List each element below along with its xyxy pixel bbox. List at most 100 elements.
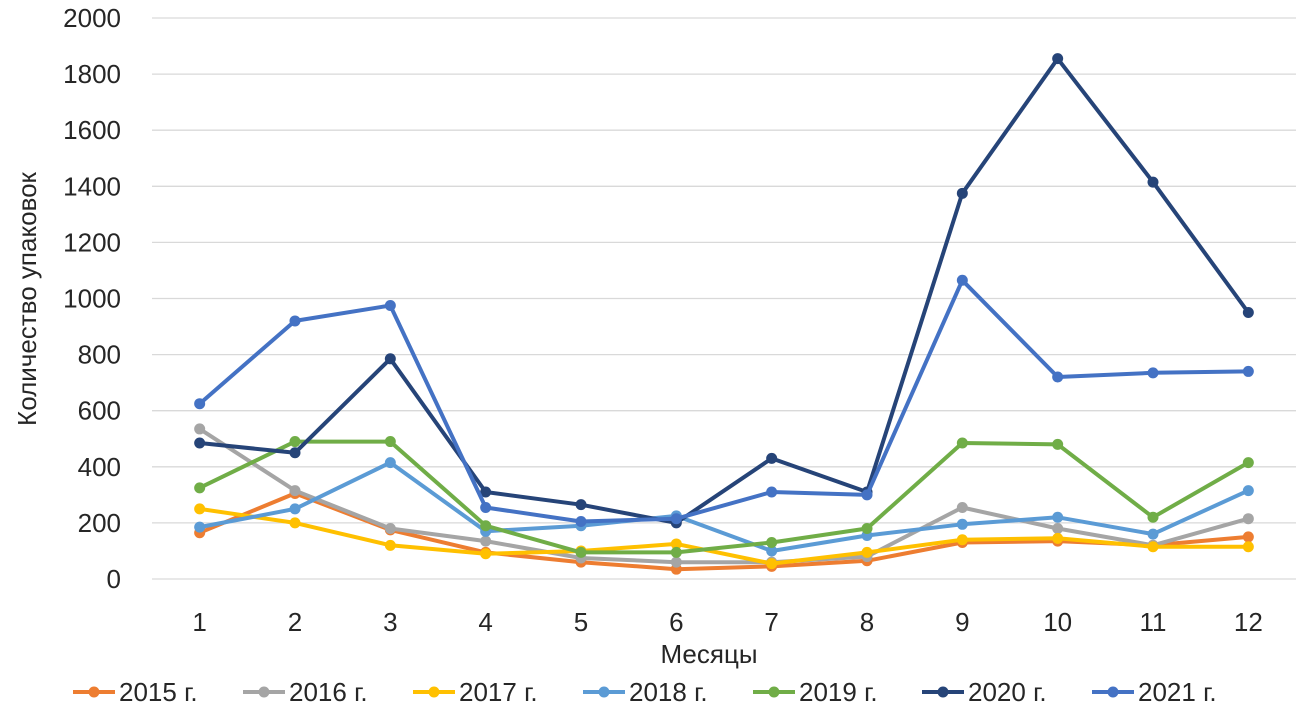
data-point — [194, 423, 206, 435]
series-2021 — [194, 274, 1254, 527]
series-line — [197, 426, 1251, 565]
data-point — [480, 548, 492, 560]
data-point — [1242, 457, 1254, 469]
legend-item: 2017 г. — [413, 677, 538, 707]
legend-item: 2016 г. — [243, 677, 368, 707]
data-point — [1242, 541, 1254, 553]
data-point — [1147, 541, 1159, 553]
data-point — [289, 447, 301, 459]
data-point — [480, 501, 492, 513]
data-point — [575, 515, 587, 527]
data-point — [384, 523, 396, 535]
data-point — [956, 501, 968, 513]
series-2020 — [194, 53, 1254, 529]
x-tick-label: 2 — [288, 607, 302, 637]
data-point — [384, 436, 396, 448]
y-tick-label: 400 — [78, 452, 121, 482]
legend-swatch-marker — [937, 686, 949, 698]
data-point — [1052, 532, 1064, 544]
data-point — [1147, 367, 1159, 379]
data-point — [1052, 371, 1064, 383]
gridlines — [152, 17, 1296, 580]
y-tick-label: 1600 — [63, 115, 121, 145]
data-point — [670, 513, 682, 525]
x-tick-label: 12 — [1234, 607, 1263, 637]
data-point — [861, 546, 873, 558]
series-line — [197, 278, 1251, 524]
legend-swatch-marker — [598, 686, 610, 698]
data-point — [384, 457, 396, 469]
legend-label: 2017 г. — [459, 677, 538, 707]
legend-swatch-marker — [88, 686, 100, 698]
data-point — [194, 482, 206, 494]
y-tick-label: 2000 — [63, 3, 121, 33]
x-tick-label: 4 — [478, 607, 492, 637]
y-tick-label: 800 — [78, 340, 121, 370]
data-point — [1052, 53, 1064, 65]
data-point — [194, 521, 206, 533]
legend-label: 2016 г. — [289, 677, 368, 707]
data-point — [1052, 523, 1064, 535]
data-point — [384, 353, 396, 365]
y-tick-label: 200 — [78, 508, 121, 538]
series-2019 — [194, 436, 1254, 558]
data-point — [956, 187, 968, 199]
data-point — [1242, 365, 1254, 377]
data-point — [194, 437, 206, 449]
legend-label: 2018 г. — [629, 677, 708, 707]
legend-swatch-marker — [768, 686, 780, 698]
data-point — [1242, 531, 1254, 543]
legend-swatch-marker — [1107, 686, 1119, 698]
data-point — [766, 545, 778, 557]
legend-item: 2019 г. — [753, 677, 878, 707]
data-point — [384, 539, 396, 551]
data-point — [1052, 511, 1064, 523]
y-axis-title: Количество упаковок — [12, 171, 42, 425]
y-tick-label: 600 — [78, 396, 121, 426]
x-tick-label: 8 — [860, 607, 874, 637]
data-point — [1052, 438, 1064, 450]
data-point — [289, 485, 301, 497]
data-point — [194, 398, 206, 410]
data-point — [956, 437, 968, 449]
data-point — [670, 546, 682, 558]
legend-label: 2020 г. — [968, 677, 1047, 707]
y-tick-label: 1800 — [63, 59, 121, 89]
data-point — [384, 300, 396, 312]
legend-label: 2021 г. — [1138, 677, 1217, 707]
data-point — [1242, 307, 1254, 319]
data-point — [766, 537, 778, 549]
legend-item: 2020 г. — [922, 677, 1047, 707]
data-point — [480, 486, 492, 498]
x-axis-title: Месяцы — [660, 639, 757, 669]
data-point — [956, 518, 968, 530]
data-point — [480, 520, 492, 532]
data-point — [1242, 485, 1254, 497]
x-tick-label: 11 — [1140, 607, 1167, 637]
series-line — [197, 439, 1251, 555]
data-point — [1147, 176, 1159, 188]
data-point — [861, 489, 873, 501]
data-point — [289, 503, 301, 515]
legend-item: 2018 г. — [583, 677, 708, 707]
data-point — [1242, 513, 1254, 525]
legend-swatch-marker — [428, 686, 440, 698]
legend-label: 2015 г. — [119, 677, 198, 707]
data-point — [1147, 528, 1159, 540]
y-tick-label: 1400 — [63, 171, 121, 201]
y-tick-label: 1200 — [63, 227, 121, 257]
x-tick-label: 6 — [669, 607, 683, 637]
data-point — [956, 534, 968, 546]
legend-swatch-marker — [258, 686, 270, 698]
data-point — [289, 517, 301, 529]
data-point — [670, 556, 682, 568]
data-point — [766, 558, 778, 570]
data-point — [289, 436, 301, 448]
x-tick-label: 5 — [574, 607, 588, 637]
x-tick-label: 10 — [1043, 607, 1072, 637]
x-axis-ticks: 1 2 3 4 5 6 7 8 9 10 11 12 — [192, 607, 1262, 637]
y-axis-ticks: 0 200 400 600 800 1000 1200 1400 1600 1800 2000 — [63, 3, 121, 594]
series-line — [197, 56, 1251, 525]
